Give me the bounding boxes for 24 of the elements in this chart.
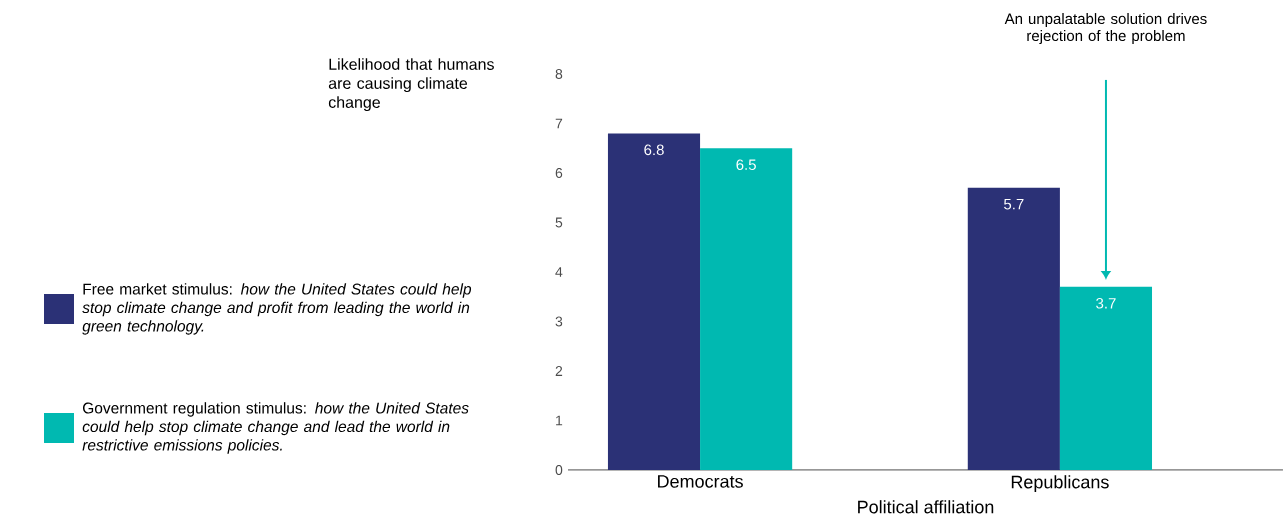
y-tick-label: 1 bbox=[556, 415, 563, 426]
y-tick-label: 3 bbox=[555, 316, 563, 327]
text: An unpalatable solution drives rejection of the problem bbox=[1004, 13, 1207, 45]
legend-label: Free market stimulus: how the United States could help stop climate change and profit from leading the world in green technology. bbox=[82, 283, 472, 335]
bar bbox=[700, 148, 793, 470]
bar bbox=[967, 187, 1060, 470]
data-label: 6.5 bbox=[736, 159, 756, 170]
bar bbox=[607, 133, 701, 470]
y-tick-label: 5 bbox=[555, 217, 563, 228]
y-tick-label: 7 bbox=[555, 118, 563, 129]
y-tick-label: 8 bbox=[555, 69, 563, 79]
legend-label: Government regulation stimulus: how the United States could help stop climate change and lead the world in restrictive emissions policies. bbox=[82, 402, 469, 454]
data-label: 3.7 bbox=[1096, 297, 1116, 309]
data-label: 5.7 bbox=[1004, 198, 1024, 210]
bar bbox=[1059, 286, 1153, 470]
y-axis-title: Likelihood that humans are causing climate change bbox=[328, 58, 494, 112]
y-tick-label: 6 bbox=[555, 168, 563, 178]
y-tick-label: 4 bbox=[555, 267, 563, 277]
x-axis-title: Political affiliation bbox=[858, 500, 994, 514]
data-label: 6.8 bbox=[644, 144, 664, 156]
x-tick-label: Republicans bbox=[1011, 475, 1109, 492]
x-tick-label: Democrats bbox=[658, 475, 743, 488]
y-tick-label: 2 bbox=[555, 366, 563, 376]
y-tick-label: 0 bbox=[555, 465, 563, 475]
